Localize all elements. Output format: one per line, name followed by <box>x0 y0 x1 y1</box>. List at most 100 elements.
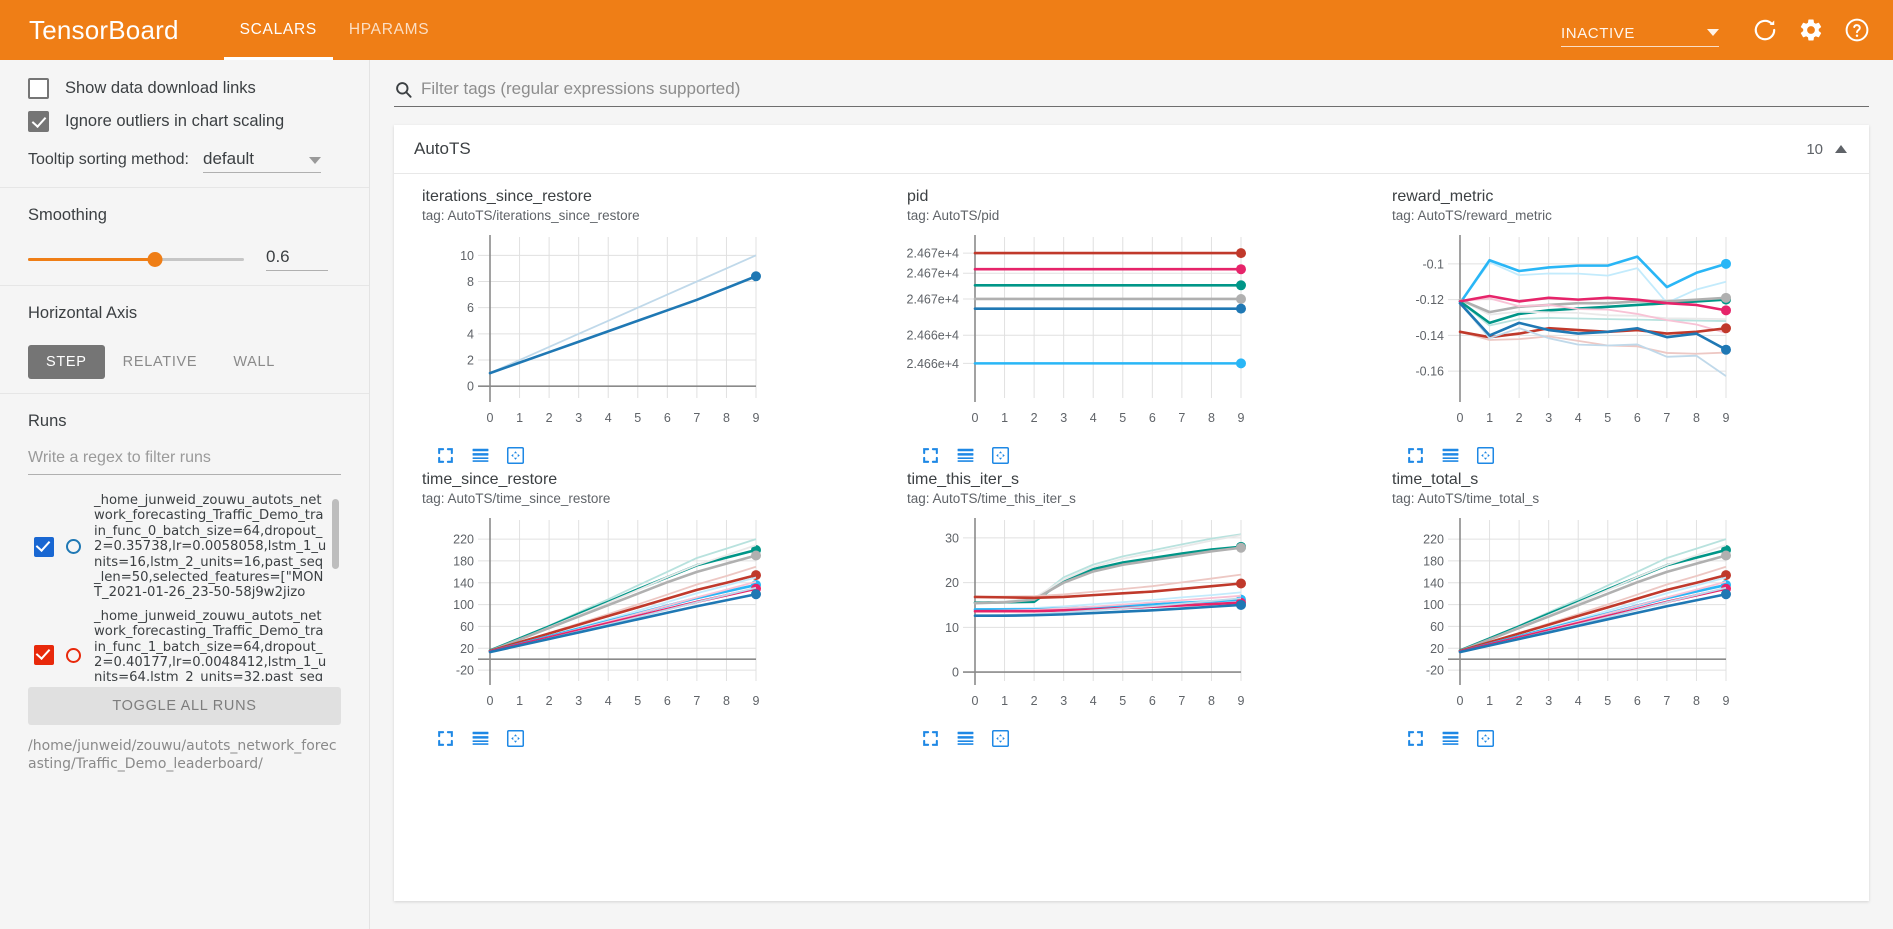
run-visibility-checkbox[interactable] <box>34 645 54 666</box>
ignore-outliers-checkbox[interactable] <box>28 111 49 132</box>
chart-plot[interactable]: -20 20 60 100 140 180 220 0 1 2 3 4 5 6 7 8 9 <box>1382 512 1734 727</box>
help-icon[interactable] <box>1835 8 1879 52</box>
chart-tag: tag: AutoTS/pid <box>907 208 1000 223</box>
chart-toolbar <box>436 446 881 465</box>
svg-text:2.466e+4: 2.466e+4 <box>907 329 960 343</box>
chart-plot[interactable]: 0 2 4 6 8 10 0 1 2 3 4 5 6 7 8 9 <box>412 229 764 444</box>
haxis-step-button[interactable]: STEP <box>28 345 105 379</box>
chart-cell: pid tag: AutoTS/pid 2.467e+4 2.467e+4 2.467e… <box>889 188 1374 471</box>
expand-icon[interactable] <box>436 446 455 465</box>
show-download-links-row[interactable]: Show data download links <box>28 78 341 99</box>
data-series-icon[interactable] <box>1441 446 1460 465</box>
run-status-select[interactable]: INACTIVE <box>1561 13 1719 47</box>
svg-text:9: 9 <box>1238 694 1245 708</box>
card-header[interactable]: AutoTS 10 <box>394 125 1869 174</box>
horizontal-axis-section: Horizontal Axis STEP RELATIVE WALL <box>0 286 369 394</box>
show-download-links-checkbox[interactable] <box>28 78 49 99</box>
runs-filter-input[interactable] <box>28 445 341 475</box>
run-visibility-checkbox[interactable] <box>34 536 54 557</box>
smoothing-value-input[interactable]: 0.6 <box>266 247 328 271</box>
chart-toolbar <box>1406 729 1851 748</box>
chevron-up-icon[interactable] <box>1835 145 1847 153</box>
fit-domain-icon[interactable] <box>991 446 1010 465</box>
haxis-wall-button[interactable]: WALL <box>233 354 276 370</box>
svg-text:6: 6 <box>1634 411 1641 425</box>
toggle-all-runs-button[interactable]: TOGGLE ALL RUNS <box>28 687 341 725</box>
tooltip-sorting-row: Tooltip sorting method: default <box>28 149 341 173</box>
fit-domain-icon[interactable] <box>1476 446 1495 465</box>
show-download-links-label: Show data download links <box>65 79 256 97</box>
chart-cell: reward_metric tag: AutoTS/reward_metric -0… <box>1374 188 1859 471</box>
svg-text:8: 8 <box>1208 694 1215 708</box>
horizontal-axis-buttons: STEP RELATIVE WALL <box>28 345 341 379</box>
chart-plot[interactable]: -20 20 60 100 140 180 220 0 1 2 3 4 5 6 7 8 9 <box>412 512 764 727</box>
chart-title: time_total_s <box>1392 471 1479 488</box>
svg-text:60: 60 <box>460 620 474 634</box>
chart-plot[interactable]: 2.467e+4 2.467e+4 2.467e+4 2.466e+4 2.466e+4… <box>897 229 1249 444</box>
tag-filter-bar <box>370 60 1893 107</box>
data-series-icon[interactable] <box>956 729 975 748</box>
runs-scrollbar[interactable] <box>332 499 339 569</box>
tag-filter-wrap[interactable] <box>394 78 1869 107</box>
expand-icon[interactable] <box>921 729 940 748</box>
ignore-outliers-row[interactable]: Ignore outliers in chart scaling <box>28 111 341 132</box>
chart-plot[interactable]: -0.1 -0.12 -0.14 -0.16 0 1 2 3 4 5 6 7 8 9 <box>1382 229 1734 444</box>
expand-icon[interactable] <box>1406 446 1425 465</box>
refresh-icon[interactable] <box>1743 8 1787 52</box>
smoothing-controls: 0.6 <box>28 247 341 271</box>
svg-text:8: 8 <box>467 275 474 289</box>
run-color-dot[interactable] <box>66 647 81 663</box>
smoothing-slider[interactable] <box>28 250 244 268</box>
chart-cell: time_total_s tag: AutoTS/time_total_s -20 2… <box>1374 471 1859 754</box>
expand-icon[interactable] <box>1406 729 1425 748</box>
fit-domain-icon[interactable] <box>506 729 525 748</box>
svg-text:2: 2 <box>1516 411 1523 425</box>
data-series-icon[interactable] <box>956 446 975 465</box>
fit-domain-icon[interactable] <box>991 729 1010 748</box>
fit-domain-icon[interactable] <box>506 446 525 465</box>
data-series-icon[interactable] <box>471 729 490 748</box>
expand-icon[interactable] <box>436 729 455 748</box>
svg-text:2: 2 <box>467 354 474 368</box>
svg-text:5: 5 <box>634 411 641 425</box>
chart-plot[interactable]: 0 10 20 30 0 1 2 3 4 5 6 7 8 9 <box>897 512 1249 727</box>
svg-text:6: 6 <box>467 301 474 315</box>
chevron-down-icon <box>1707 29 1719 36</box>
chart-toolbar <box>921 446 1366 465</box>
tooltip-sorting-select[interactable]: default <box>202 149 321 173</box>
fit-domain-icon[interactable] <box>1476 729 1495 748</box>
svg-text:2: 2 <box>546 411 553 425</box>
tab-hparams-label: HPARAMS <box>348 21 430 38</box>
svg-text:8: 8 <box>1693 411 1700 425</box>
expand-icon[interactable] <box>921 446 940 465</box>
list-item[interactable]: _home_junweid_zouwu_autots_network_forec… <box>28 493 327 601</box>
svg-text:0: 0 <box>952 666 959 680</box>
haxis-relative-button[interactable]: RELATIVE <box>122 354 198 370</box>
tab-hparams[interactable]: HPARAMS <box>333 0 445 60</box>
app-brand: TensorBoard <box>29 14 179 45</box>
data-series-icon[interactable] <box>1441 729 1460 748</box>
chart-tag: tag: AutoTS/iterations_since_restore <box>422 208 640 223</box>
tab-scalars[interactable]: SCALARS <box>223 0 334 60</box>
search-input[interactable] <box>419 78 1869 100</box>
smoothing-section: Smoothing 0.6 <box>0 188 369 286</box>
run-color-dot[interactable] <box>66 539 81 555</box>
list-item[interactable]: _home_junweid_zouwu_autots_network_forec… <box>28 609 327 681</box>
runs-list[interactable]: _home_junweid_zouwu_autots_network_forec… <box>28 493 341 681</box>
svg-text:2: 2 <box>1516 694 1523 708</box>
gear-icon[interactable] <box>1789 8 1833 52</box>
header-actions: INACTIVE <box>1561 0 1879 60</box>
data-series-icon[interactable] <box>471 446 490 465</box>
svg-text:2: 2 <box>546 694 553 708</box>
chart-title: reward_metric <box>1392 188 1494 205</box>
svg-text:4: 4 <box>467 327 474 341</box>
slider-knob[interactable] <box>147 251 163 267</box>
chart-tag: tag: AutoTS/time_total_s <box>1392 491 1540 506</box>
svg-text:20: 20 <box>945 576 959 590</box>
svg-text:140: 140 <box>1423 576 1444 590</box>
svg-text:10: 10 <box>945 621 959 635</box>
svg-text:1: 1 <box>1001 411 1008 425</box>
run-toggles <box>28 645 94 666</box>
svg-text:-0.1: -0.1 <box>1422 257 1444 271</box>
